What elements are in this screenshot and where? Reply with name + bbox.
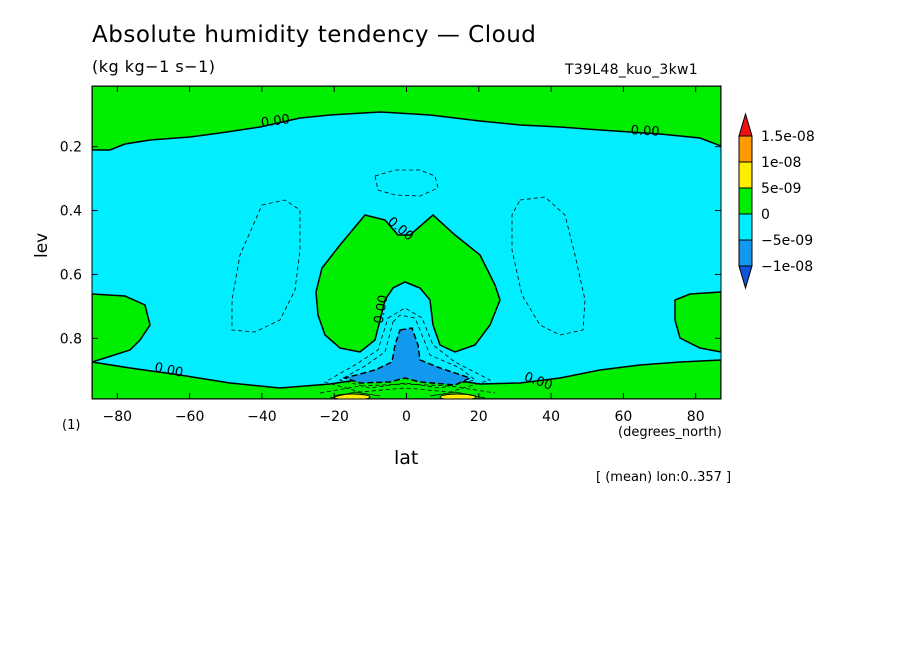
x-tick-label: −40	[247, 409, 277, 425]
colorbar-swatch	[738, 135, 753, 163]
y-tick-label: 0.2	[60, 140, 82, 156]
field-negative-core	[342, 327, 473, 386]
chart-title: Absolute humidity tendency — Cloud	[92, 22, 537, 48]
y-tick-label: 0.4	[60, 204, 82, 220]
colorbar-swatch	[738, 161, 753, 189]
chart-units: (kg kg−1 s−1)	[92, 57, 216, 76]
x-tick-label: 80	[687, 409, 705, 425]
contour-neg-inner-2	[323, 307, 492, 393]
contour-label: 0.00	[260, 112, 291, 131]
contour-neg-right-oval	[511, 196, 586, 336]
y-tick-label: 0.6	[60, 267, 82, 283]
x-tick-label: −80	[103, 409, 133, 425]
x-axis-label: lat	[394, 447, 419, 469]
experiment-label: T39L48_kuo_3kw1	[565, 62, 698, 78]
colorbar-top-arrow	[738, 112, 753, 137]
contour-neg-left-oval	[231, 199, 301, 333]
colorbar-swatch	[738, 239, 753, 267]
x-tick-label: 0	[402, 409, 411, 425]
footnote: [ (mean) lon:0..357 ]	[596, 470, 732, 485]
field-positive-right	[674, 291, 721, 353]
colorbar-swatch	[738, 187, 753, 215]
contour-neg-inner-3	[319, 383, 496, 394]
y-position-note: (1)	[62, 418, 81, 433]
colorbar-label: 1.5e-08	[761, 129, 815, 145]
contour-neg-inner-1	[338, 314, 476, 389]
colorbar-label: −1e-08	[761, 259, 813, 275]
contour-label: 0.00	[153, 360, 184, 381]
colorbar-label: 0	[761, 207, 770, 223]
x-axis-units: (degrees_north)	[618, 425, 722, 440]
field-strong-positive-right	[439, 393, 477, 399]
field-positive-top	[92, 86, 721, 151]
field-positive-center	[315, 213, 501, 353]
x-tick-label: 20	[470, 409, 488, 425]
contour-neg-upper-center	[374, 169, 439, 197]
contour-pos-bottom-2	[429, 391, 486, 399]
colorbar-swatch	[738, 213, 753, 241]
colorbar-bottom-arrow	[738, 265, 753, 290]
colorbar-label: 1e-08	[761, 155, 801, 171]
field-positive-left	[92, 293, 151, 363]
colorbar-label: 5e-09	[761, 181, 801, 197]
contour-label: 0.00	[372, 294, 392, 325]
x-tick-label: 60	[614, 409, 632, 425]
contour-pos-bottom-1	[329, 391, 381, 399]
x-tick-label: −60	[175, 409, 205, 425]
y-tick-label: 0.8	[60, 331, 82, 347]
contour-label: 0.00	[630, 123, 660, 139]
colorbar-label: −5e-09	[761, 233, 813, 249]
x-tick-label: −20	[319, 409, 349, 425]
x-tick-label: 40	[542, 409, 560, 425]
